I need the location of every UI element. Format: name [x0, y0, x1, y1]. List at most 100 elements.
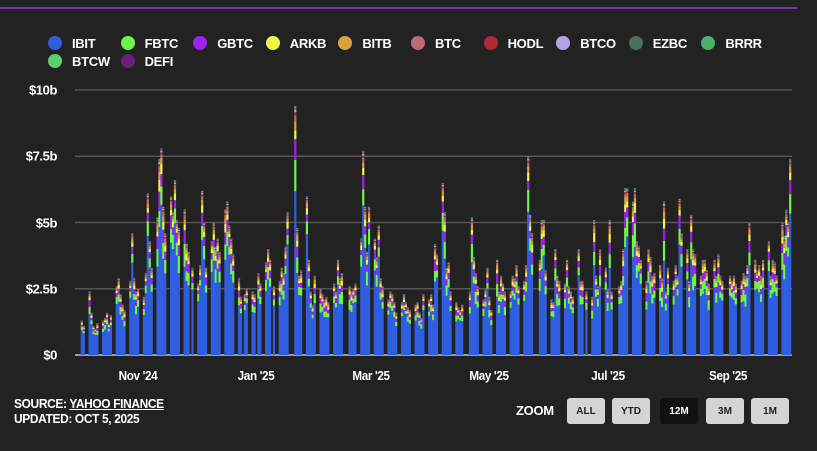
volume-bar[interactable] — [364, 206, 367, 355]
volume-bar[interactable] — [637, 246, 640, 355]
volume-bar[interactable] — [414, 304, 417, 355]
volume-bar[interactable] — [490, 309, 493, 355]
volume-bar[interactable] — [556, 275, 559, 356]
volume-bar[interactable] — [591, 296, 594, 355]
volume-bar[interactable] — [416, 302, 419, 355]
volume-bar[interactable] — [375, 256, 378, 355]
volume-bar[interactable] — [408, 309, 411, 355]
volume-bar[interactable] — [119, 294, 122, 355]
volume-bar[interactable] — [740, 280, 743, 355]
volume-bar[interactable] — [552, 302, 555, 355]
volume-bar[interactable] — [243, 294, 246, 355]
volume-bar[interactable] — [150, 267, 153, 355]
volume-bar[interactable] — [257, 272, 260, 355]
zoom-all-button[interactable]: ALL — [567, 398, 605, 424]
volume-bar[interactable] — [360, 238, 363, 355]
volume-bar[interactable] — [540, 219, 543, 355]
volume-bar[interactable] — [758, 264, 761, 355]
volume-bar[interactable] — [596, 286, 600, 355]
volume-bar[interactable] — [323, 299, 326, 355]
legend-item-bitb[interactable]: BITB — [338, 35, 392, 51]
volume-bar[interactable] — [734, 283, 737, 355]
volume-bar[interactable] — [661, 278, 664, 355]
volume-bar[interactable] — [94, 328, 97, 356]
volume-bar[interactable] — [565, 259, 569, 355]
volume-bar[interactable] — [581, 280, 584, 355]
volume-bar[interactable] — [102, 320, 105, 355]
volume-bar[interactable] — [336, 259, 340, 355]
volume-bar[interactable] — [690, 214, 693, 355]
volume-bar[interactable] — [253, 294, 256, 355]
volume-bar[interactable] — [497, 291, 501, 355]
volume-bar[interactable] — [459, 309, 462, 355]
volume-bar[interactable] — [433, 243, 437, 355]
volume-bar[interactable] — [121, 304, 124, 355]
volume-bar[interactable] — [523, 280, 526, 355]
volume-bar[interactable] — [686, 249, 689, 355]
volume-bar[interactable] — [350, 291, 353, 355]
volume-bar[interactable] — [430, 294, 433, 355]
legend-item-btc[interactable]: BTC — [411, 35, 461, 51]
volume-bar[interactable] — [352, 288, 355, 355]
volume-bar[interactable] — [286, 211, 289, 355]
volume-bar[interactable] — [678, 198, 681, 355]
volume-bar[interactable] — [610, 291, 613, 355]
volume-bar[interactable] — [604, 267, 607, 355]
volume-bar[interactable] — [160, 148, 163, 355]
volume-bar[interactable] — [109, 315, 113, 355]
volume-bar[interactable] — [201, 190, 204, 355]
volume-bar[interactable] — [662, 201, 666, 355]
volume-bar[interactable] — [348, 286, 351, 355]
volume-bar[interactable] — [789, 158, 792, 355]
volume-bar[interactable] — [715, 275, 718, 356]
volume-bar[interactable] — [282, 272, 285, 355]
volume-bar[interactable] — [164, 233, 167, 355]
volume-bar[interactable] — [694, 254, 697, 355]
volume-bar[interactable] — [563, 283, 567, 355]
volume-bar[interactable] — [759, 275, 763, 356]
volume-bar[interactable] — [472, 256, 475, 355]
volume-bar[interactable] — [744, 275, 747, 356]
volume-bar[interactable] — [367, 206, 371, 355]
volume-bar[interactable] — [96, 323, 99, 355]
volume-bar[interactable] — [245, 288, 248, 355]
volume-bar[interactable] — [771, 259, 774, 355]
legend-item-arkb[interactable]: ARKB — [265, 35, 326, 51]
volume-bar[interactable] — [503, 291, 507, 355]
volume-bar[interactable] — [156, 217, 159, 355]
source-link[interactable]: YAHOO FINANCE — [69, 396, 164, 411]
volume-bar[interactable] — [441, 182, 444, 355]
legend-item-hodl[interactable]: HODL — [483, 35, 544, 51]
volume-bar[interactable] — [769, 275, 772, 356]
volume-bar[interactable] — [651, 275, 654, 356]
volume-bar[interactable] — [754, 259, 757, 355]
zoom-3m-button[interactable]: 3M — [706, 398, 744, 424]
volume-bar[interactable] — [88, 291, 91, 355]
volume-bar[interactable] — [123, 309, 126, 355]
volume-bar[interactable] — [133, 278, 136, 355]
volume-bar[interactable] — [538, 259, 541, 355]
volume-bar[interactable] — [224, 209, 227, 355]
legend-item-btco[interactable]: BTCO — [556, 35, 616, 51]
volume-bar[interactable] — [435, 254, 439, 355]
volume-bar[interactable] — [162, 206, 165, 355]
legend-item-btcw[interactable]: BTCW — [48, 53, 110, 69]
volume-bar[interactable] — [422, 294, 425, 355]
volume-bar[interactable] — [239, 296, 243, 355]
volume-bar[interactable] — [742, 272, 745, 355]
volume-bar[interactable] — [105, 312, 109, 355]
volume-bar[interactable] — [321, 294, 324, 355]
volume-bar[interactable] — [171, 211, 175, 355]
volume-bar[interactable] — [142, 296, 146, 355]
volume-bar[interactable] — [294, 105, 297, 355]
volume-bar[interactable] — [373, 238, 376, 355]
volume-bar[interactable] — [191, 267, 194, 355]
volume-bar[interactable] — [115, 286, 118, 355]
volume-bar[interactable] — [187, 251, 190, 355]
volume-bar[interactable] — [107, 323, 111, 355]
volume-bar[interactable] — [659, 264, 662, 355]
volume-bar[interactable] — [470, 217, 474, 355]
volume-bar[interactable] — [624, 188, 627, 355]
volume-bar[interactable] — [432, 304, 435, 355]
volume-bar[interactable] — [267, 249, 270, 355]
